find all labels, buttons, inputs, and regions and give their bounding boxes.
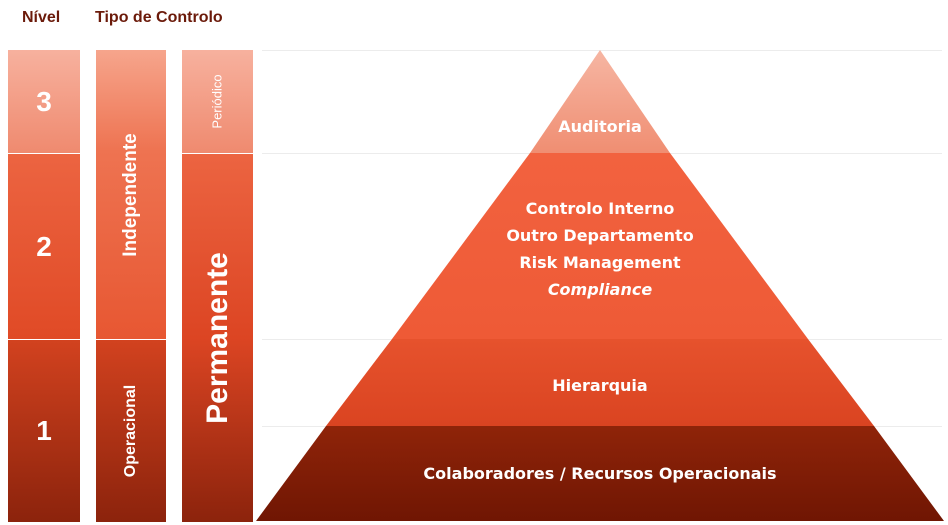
pyramid-tier-colaboradores <box>256 426 944 521</box>
periodico-cell: Periódico <box>182 50 253 153</box>
separator-line <box>262 50 942 51</box>
pyramid-label-colaboradores: Colaboradores / Recursos Operacionais <box>423 464 777 483</box>
header-nivel: Nível <box>22 9 61 26</box>
operacional-cell: Operacional <box>96 340 166 522</box>
pyramid-label-auditoria: Auditoria <box>558 117 642 136</box>
independente-cell: Independente <box>96 50 166 339</box>
pyramid-tier-controlo-interno <box>392 153 808 339</box>
permanente-cell: Permanente <box>182 154 253 522</box>
pyramid-tier-auditoria <box>530 50 670 153</box>
pyramid-label-segunda-linha: Controlo Interno Outro Departamento Risk… <box>506 199 694 299</box>
level-1-number: 1 <box>36 415 52 446</box>
level-1-cell: 1 <box>8 340 80 522</box>
level-2-number: 2 <box>36 230 52 262</box>
level-3-number: 3 <box>36 85 52 117</box>
pyramid-tier-hierarquia <box>326 339 874 426</box>
level-3-cell: 3 <box>8 50 80 153</box>
pyramid-label-hierarquia: Hierarquia <box>552 376 648 395</box>
level-2-cell: 2 <box>8 154 80 339</box>
header-tipo-de-controlo: Tipo de Controlo <box>95 9 223 26</box>
